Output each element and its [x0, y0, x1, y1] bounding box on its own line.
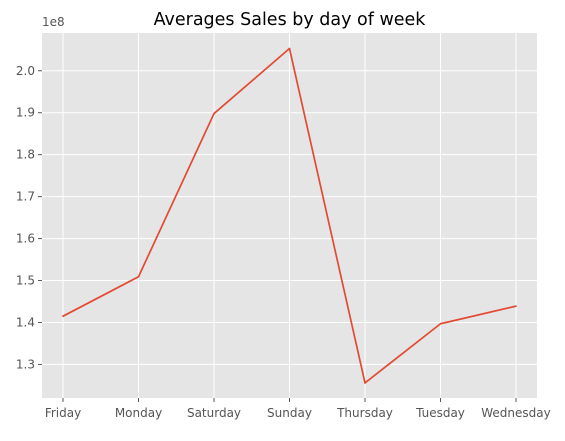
y-tick-label: 1.5 [16, 274, 35, 288]
data-point [288, 47, 291, 50]
x-tick-label: Saturday [187, 406, 241, 420]
x-tick-label: Wednesday [481, 406, 550, 420]
y-tick-label: 2.0 [16, 64, 35, 78]
x-tick-label: Thursday [336, 406, 393, 420]
x-tick-label: Monday [115, 406, 162, 420]
y-tick-label: 1.4 [16, 315, 35, 329]
data-point [439, 322, 442, 325]
y-tick-label: 1.7 [16, 190, 35, 204]
x-tick-label: Sunday [267, 406, 312, 420]
y-tick-label: 1.6 [16, 232, 35, 246]
data-point [213, 112, 215, 115]
y-axis-offset-label: 1e8 [42, 15, 65, 29]
y-tick-label: 1.8 [16, 148, 35, 162]
x-tick-label: Friday [45, 406, 81, 420]
series-group [62, 47, 517, 384]
grid [42, 33, 537, 398]
data-point [364, 382, 366, 384]
y-tick-label: 1.3 [16, 357, 35, 371]
data-point [137, 275, 140, 278]
chart-title: Averages Sales by day of week [154, 10, 427, 30]
data-point [62, 315, 64, 317]
y-tick-label: 1.9 [16, 106, 35, 120]
x-tick-label: Tuesday [415, 406, 465, 420]
x-axis-ticks: Friday Monday Saturday Sunday Thursday Tuesda… [45, 398, 551, 420]
y-axis-ticks: 1.3 1.4 1.5 1.6 1.7 1.8 1.9 2.0 [16, 64, 42, 371]
data-point [515, 305, 517, 307]
